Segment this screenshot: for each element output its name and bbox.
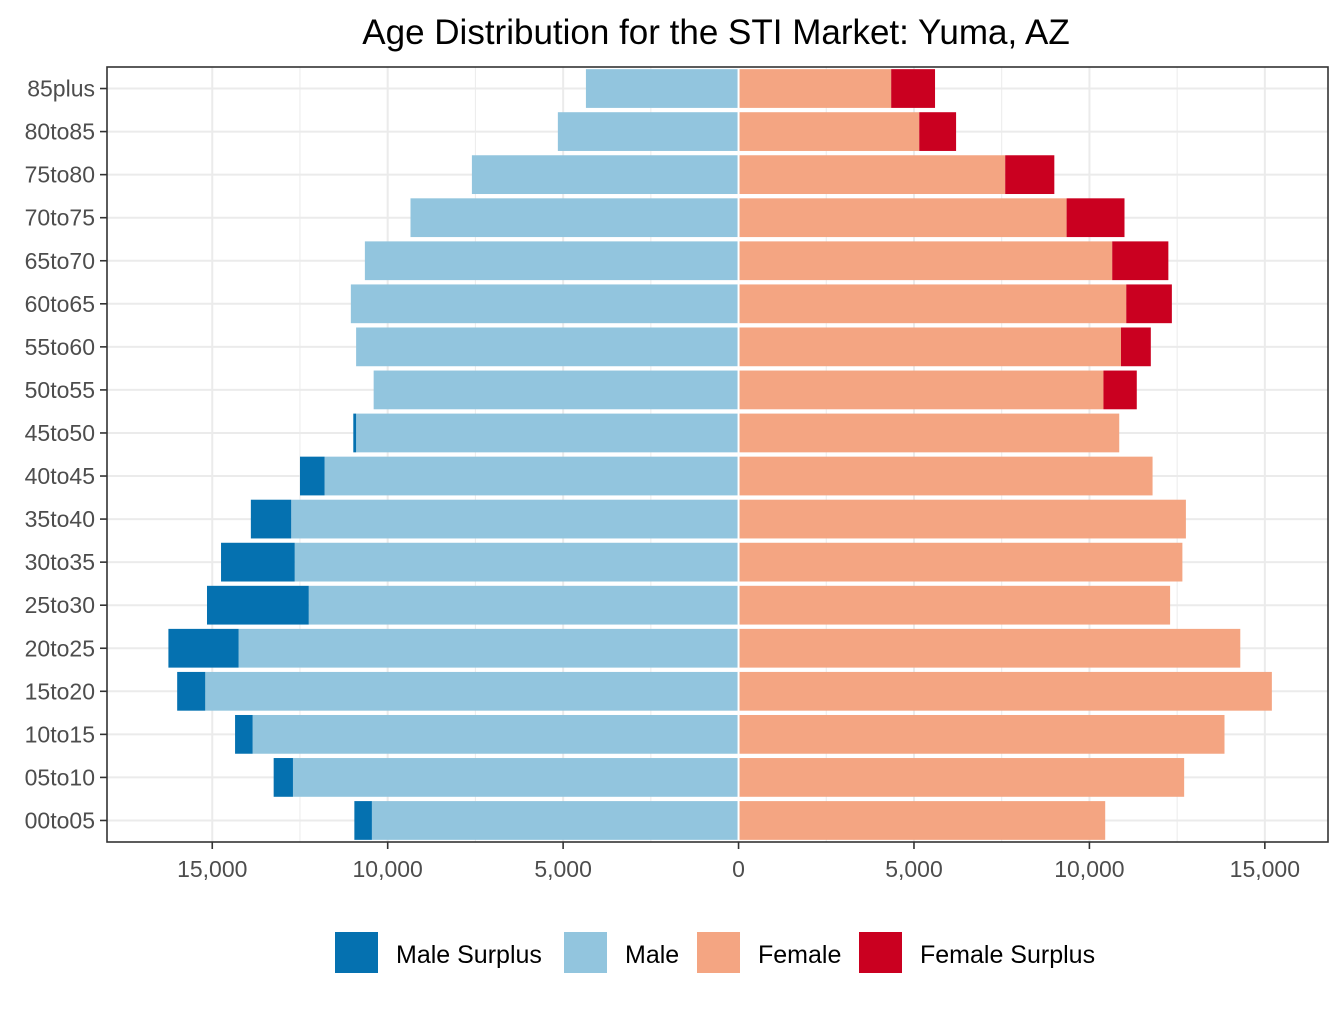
legend-label: Female Surplus xyxy=(920,941,1095,969)
y-tick-label: 65to70 xyxy=(25,248,95,274)
legend-item: Female xyxy=(697,932,841,973)
legend: Male Surplus Male Female Female Surplus xyxy=(335,932,1095,973)
bar-female-surplus-65to70 xyxy=(1112,241,1169,281)
y-tick-label: 85plus xyxy=(27,76,95,102)
legend-label: Female xyxy=(758,941,841,969)
x-tick-label: 10,000 xyxy=(1054,856,1124,882)
y-tick-label: 75to80 xyxy=(25,162,95,188)
legend-item: Female Surplus xyxy=(859,932,1095,973)
bar-female-15to20 xyxy=(738,671,1272,711)
y-tick-label: 50to55 xyxy=(25,377,95,403)
bar-male-30to35 xyxy=(294,542,739,582)
bar-female-35to40 xyxy=(738,499,1186,539)
bar-female-05to10 xyxy=(738,758,1185,797)
bar-female-75to80 xyxy=(738,155,1006,195)
bar-female-surplus-75to80 xyxy=(1005,155,1055,195)
bar-male-00to05 xyxy=(371,801,739,840)
bar-female-70to75 xyxy=(738,198,1067,238)
bar-male-60to65 xyxy=(350,284,739,324)
bar-male-40to45 xyxy=(324,456,739,496)
bar-female-30to35 xyxy=(738,542,1183,582)
y-tick-label: 60to65 xyxy=(25,291,95,317)
bar-female-00to05 xyxy=(738,801,1106,840)
bar-female-surplus-55to60 xyxy=(1120,327,1151,367)
bar-female-80to85 xyxy=(738,112,920,151)
bar-male-surplus-25to30 xyxy=(206,585,309,625)
bar-male-25to30 xyxy=(308,585,739,625)
legend-swatch xyxy=(859,932,902,973)
plot-border xyxy=(106,66,1329,843)
bar-male-surplus-10to15 xyxy=(235,714,253,754)
bar-female-surplus-70to75 xyxy=(1066,198,1125,238)
bar-female-surplus-60to65 xyxy=(1126,284,1172,324)
y-tick-label: 55to60 xyxy=(25,334,95,360)
y-tick-label: 10to15 xyxy=(25,721,95,747)
bar-male-85plus xyxy=(585,69,739,108)
bar-male-20to25 xyxy=(238,628,739,668)
bar-female-25to30 xyxy=(738,585,1171,625)
x-tick-label: 15,000 xyxy=(1230,856,1300,882)
bar-male-75to80 xyxy=(471,155,739,195)
legend-swatch xyxy=(697,932,740,973)
x-axis: 15,000 10,000 5,000 0 5,000 10,000 15,000 xyxy=(177,842,1300,882)
bar-male-35to40 xyxy=(291,499,739,539)
bar-female-20to25 xyxy=(738,628,1241,668)
x-tick-label: 10,000 xyxy=(353,856,423,882)
bar-female-85plus xyxy=(738,69,892,108)
x-tick-label: 0 xyxy=(732,856,745,882)
x-tick-label: 5,000 xyxy=(885,856,943,882)
bar-male-surplus-35to40 xyxy=(250,499,292,539)
bars-layer xyxy=(168,67,1272,842)
y-tick-label: 35to40 xyxy=(25,506,95,532)
y-tick-label: 25to30 xyxy=(25,592,95,618)
bar-female-40to45 xyxy=(738,456,1153,496)
chart-title: Age Distribution for the STI Market: Yum… xyxy=(362,13,1069,52)
bar-male-surplus-00to05 xyxy=(354,801,372,840)
bar-male-surplus-20to25 xyxy=(168,628,239,668)
y-tick-label: 40to45 xyxy=(25,463,95,489)
bar-female-45to50 xyxy=(738,413,1120,453)
y-tick-label: 05to10 xyxy=(25,764,95,790)
bar-male-surplus-15to20 xyxy=(177,671,206,711)
bar-male-45to50 xyxy=(356,413,739,453)
bar-female-surplus-50to55 xyxy=(1103,370,1137,410)
bar-male-65to70 xyxy=(364,241,739,281)
legend-label: Male Surplus xyxy=(396,941,542,969)
bar-male-70to75 xyxy=(410,198,739,238)
bar-female-surplus-80to85 xyxy=(919,112,957,151)
y-tick-label: 00to05 xyxy=(25,807,95,833)
y-tick-label: 70to75 xyxy=(25,205,95,231)
bar-female-50to55 xyxy=(738,370,1104,410)
legend-swatch xyxy=(564,932,607,973)
bar-female-10to15 xyxy=(738,714,1225,754)
bar-male-surplus-45to50 xyxy=(353,413,357,453)
y-tick-label: 30to35 xyxy=(25,549,95,575)
bar-male-surplus-30to35 xyxy=(221,542,295,582)
y-tick-label: 20to25 xyxy=(25,635,95,661)
bar-female-60to65 xyxy=(738,284,1127,324)
y-tick-label: 45to50 xyxy=(25,420,95,446)
bar-male-surplus-40to45 xyxy=(299,456,325,496)
bar-female-65to70 xyxy=(738,241,1113,281)
bar-male-surplus-05to10 xyxy=(273,758,293,797)
bar-male-50to55 xyxy=(373,370,739,410)
y-tick-label: 15to20 xyxy=(25,678,95,704)
legend-item: Male Surplus xyxy=(335,932,542,973)
bar-female-surplus-85plus xyxy=(891,69,936,108)
legend-swatch xyxy=(335,932,378,973)
bar-male-10to15 xyxy=(252,714,739,754)
bar-female-55to60 xyxy=(738,327,1121,367)
bar-male-80to85 xyxy=(557,112,739,151)
bar-male-55to60 xyxy=(356,327,739,367)
bar-male-05to10 xyxy=(292,758,739,797)
y-tick-label: 80to85 xyxy=(25,119,95,145)
x-tick-label: 5,000 xyxy=(534,856,592,882)
bar-male-15to20 xyxy=(205,671,739,711)
legend-label: Male xyxy=(625,941,679,969)
x-tick-label: 15,000 xyxy=(177,856,247,882)
y-axis: 00to05 05to10 10to15 15to20 20to25 25to30 30to… xyxy=(25,76,107,833)
legend-item: Male xyxy=(564,932,679,973)
